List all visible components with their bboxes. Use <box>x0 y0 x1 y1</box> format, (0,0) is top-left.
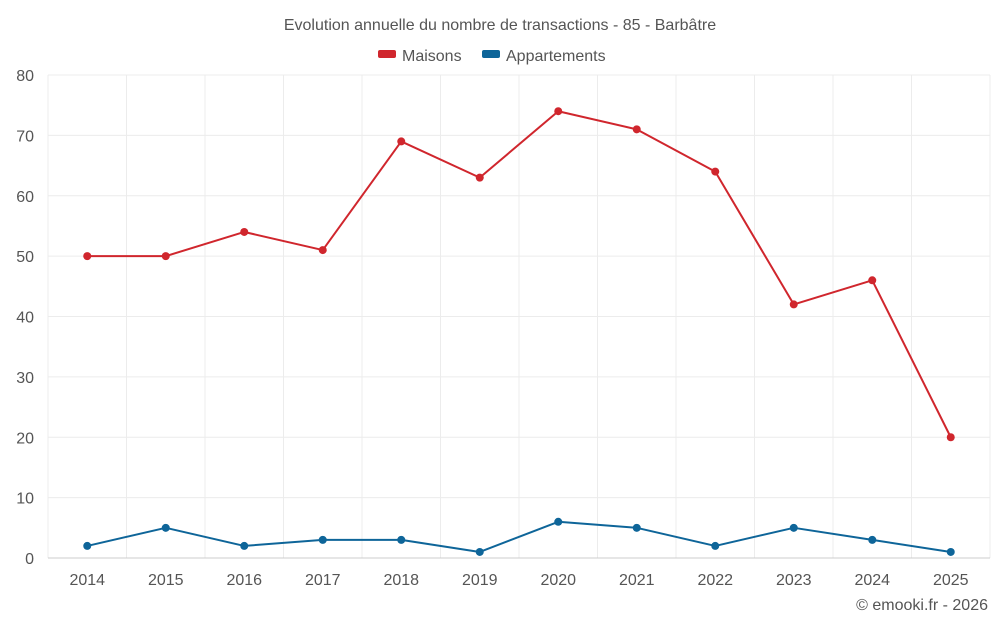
data-point-appartements[interactable] <box>397 535 406 544</box>
x-tick-label: 2018 <box>383 572 419 589</box>
series-appartements <box>83 517 955 556</box>
data-point-maisons[interactable] <box>397 137 406 146</box>
legend-item-maisons[interactable]: Maisons <box>378 48 462 65</box>
legend-swatch-appartements <box>482 50 500 58</box>
legend-label-maisons: Maisons <box>402 48 462 65</box>
legend-swatch-maisons <box>378 50 396 58</box>
y-tick-label: 10 <box>16 491 34 508</box>
x-tick-label: 2022 <box>697 572 733 589</box>
data-point-appartements[interactable] <box>318 535 327 544</box>
x-tick-label: 2021 <box>619 572 655 589</box>
y-tick-label: 80 <box>16 68 34 85</box>
x-tick-label: 2020 <box>540 572 576 589</box>
data-point-appartements[interactable] <box>632 523 641 532</box>
data-point-maisons[interactable] <box>318 246 327 255</box>
x-axis: 2014 2015 2016 2017 2018 2019 2020 2021 2022 2023… <box>48 557 990 589</box>
y-tick-label: 20 <box>16 430 34 447</box>
data-point-maisons[interactable] <box>789 300 798 309</box>
data-point-maisons[interactable] <box>868 276 877 285</box>
data-point-maisons[interactable] <box>161 252 170 261</box>
data-point-appartements[interactable] <box>946 547 955 556</box>
data-point-appartements[interactable] <box>789 523 798 532</box>
x-tick-label: 2025 <box>933 572 969 589</box>
y-tick-label: 30 <box>16 370 34 387</box>
data-point-appartements[interactable] <box>240 541 249 550</box>
x-tick-label: 2014 <box>69 572 105 589</box>
series-line-appartements <box>87 520 951 553</box>
series-maisons <box>83 107 955 442</box>
x-tick-label: 2019 <box>462 572 498 589</box>
legend-label-appartements: Appartements <box>506 48 606 65</box>
y-tick-label: 0 <box>25 551 34 568</box>
data-point-maisons[interactable] <box>475 173 484 182</box>
data-point-appartements[interactable] <box>161 523 170 532</box>
data-point-maisons[interactable] <box>632 125 641 134</box>
x-gridlines <box>47 75 991 558</box>
data-point-maisons[interactable] <box>83 252 92 261</box>
x-tick-label: 2023 <box>776 572 812 589</box>
x-tick-label: 2024 <box>854 572 890 589</box>
data-point-appartements[interactable] <box>475 547 484 556</box>
data-point-maisons[interactable] <box>946 433 955 442</box>
data-point-appartements[interactable] <box>868 535 877 544</box>
data-point-appartements[interactable] <box>83 541 92 550</box>
y-tick-label: 60 <box>16 189 34 206</box>
x-tick-label: 2015 <box>148 572 184 589</box>
data-point-maisons[interactable] <box>711 167 720 176</box>
credit-text: © emooki.fr - 2026 <box>856 597 988 614</box>
y-axis: 0 10 20 30 40 50 60 70 80 <box>16 68 34 568</box>
data-point-appartements[interactable] <box>554 517 563 526</box>
series-layer <box>83 107 955 556</box>
x-tick-label: 2016 <box>226 572 262 589</box>
y-tick-label: 70 <box>16 128 34 145</box>
x-tick-label: 2017 <box>305 572 341 589</box>
series-line-maisons <box>87 110 952 438</box>
y-tick-label: 40 <box>16 310 34 327</box>
data-point-maisons[interactable] <box>554 107 563 116</box>
chart-title: Evolution annuelle du nombre de transact… <box>284 17 716 34</box>
legend-item-appartements[interactable]: Appartements <box>482 48 606 65</box>
data-point-maisons[interactable] <box>240 227 249 236</box>
legend: Maisons Appartements <box>378 48 606 65</box>
y-tick-label: 50 <box>16 249 34 266</box>
data-point-appartements[interactable] <box>711 541 720 550</box>
